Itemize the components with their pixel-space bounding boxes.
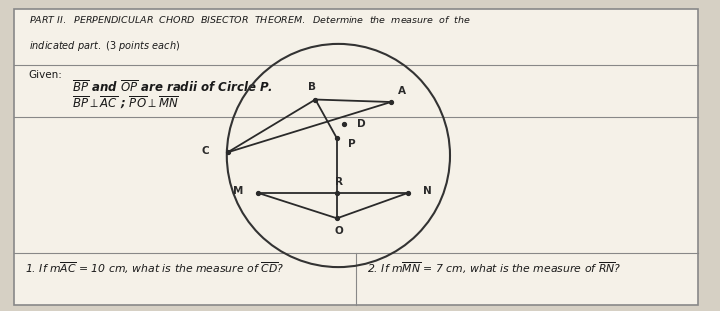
Text: $\it{PART\ II.\ \ PERPENDICULAR\ \ CHORD\ \ BISECTOR\ \ THEOREM.\ \ Determine\ \: $\it{PART\ II.\ \ PERPENDICULAR\ \ CHORD… bbox=[29, 14, 471, 25]
Text: 2. If m$\overline{MN}$ = 7 $cm$, what is the measure of $\overline{RN}$?: 2. If m$\overline{MN}$ = 7 $cm$, what is… bbox=[367, 261, 621, 276]
Text: $\it{indicated\ part.\ (3\ points\ each)}$: $\it{indicated\ part.\ (3\ points\ each)… bbox=[29, 39, 180, 53]
Text: $\overline{BP}$ and $\overline{OP}$ are radii of Circle P.: $\overline{BP}$ and $\overline{OP}$ are … bbox=[72, 79, 273, 95]
Text: B: B bbox=[307, 82, 316, 92]
Text: $\overline{BP}$$\perp$$\overline{AC}$ ; $\overline{PO}$$\perp$$\overline{MN}$: $\overline{BP}$$\perp$$\overline{AC}$ ; … bbox=[72, 95, 179, 111]
Text: N: N bbox=[423, 186, 431, 196]
Text: O: O bbox=[335, 226, 343, 236]
Text: 1. If m$\overline{AC}$ = 10 $cm$, what is the measure of $\overline{CD}$?: 1. If m$\overline{AC}$ = 10 $cm$, what i… bbox=[25, 261, 284, 276]
Text: A: A bbox=[397, 86, 406, 96]
Text: D: D bbox=[357, 119, 366, 129]
Text: Given:: Given: bbox=[29, 70, 63, 80]
FancyBboxPatch shape bbox=[14, 9, 698, 305]
Text: R: R bbox=[335, 177, 343, 187]
Text: P: P bbox=[348, 139, 356, 149]
Text: C: C bbox=[202, 146, 210, 156]
Text: M: M bbox=[233, 186, 243, 196]
